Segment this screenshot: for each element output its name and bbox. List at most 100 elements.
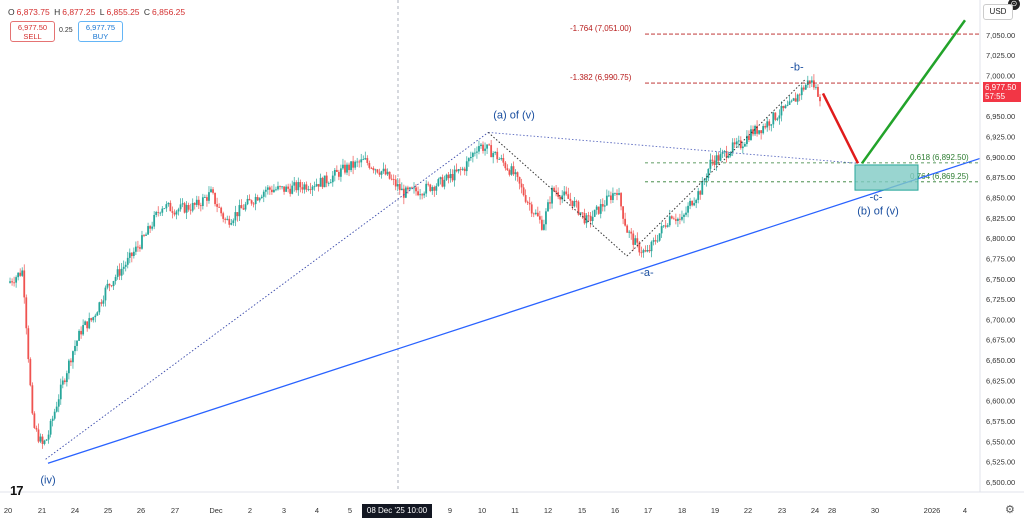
- candle-body: [431, 187, 434, 192]
- candle-body: [409, 187, 411, 190]
- candle-body: [813, 80, 815, 88]
- candle-body: [376, 169, 379, 173]
- ohlc-close: 6,856.25: [152, 7, 186, 17]
- candle-body: [524, 195, 527, 202]
- candle-body: [236, 212, 239, 217]
- candle-body: [398, 184, 401, 191]
- candle-body: [407, 187, 409, 190]
- ohlc-high-key: H: [54, 7, 61, 17]
- candle-body: [583, 213, 586, 224]
- candle-body: [313, 186, 316, 188]
- candle-body: [65, 373, 68, 383]
- time-tick-label: 23: [778, 506, 786, 515]
- candle-body: [709, 159, 712, 169]
- candle-body: [216, 204, 218, 207]
- candle-body: [748, 135, 750, 140]
- candle-body: [80, 330, 82, 335]
- candle-body: [689, 200, 691, 206]
- candle-body: [595, 206, 598, 210]
- candle-body: [362, 159, 365, 161]
- candle-body: [810, 80, 813, 83]
- candle-body: [386, 171, 389, 175]
- candle-body: [378, 172, 381, 175]
- candle-body: [756, 125, 758, 134]
- time-tick-label: 2: [248, 506, 252, 515]
- snapshot-icon[interactable]: ⊙: [1008, 0, 1020, 10]
- candle-body: [289, 188, 292, 194]
- candle-body: [380, 171, 383, 175]
- candle-body: [752, 129, 754, 135]
- candle-body: [120, 268, 123, 276]
- candle-body: [248, 198, 251, 201]
- candle-body: [96, 312, 99, 316]
- candle-body: [411, 187, 413, 189]
- buy-button[interactable]: 6,977.75 BUY: [78, 21, 123, 42]
- candle-body: [35, 427, 38, 430]
- candle-body: [344, 164, 346, 173]
- candle-body: [770, 124, 773, 126]
- candle-body: [327, 183, 330, 184]
- tradingview-logo[interactable]: 17: [10, 483, 24, 498]
- candle-body: [573, 201, 576, 207]
- candle-body: [707, 168, 710, 179]
- fib-level-label: 0.618 (6,892.50): [910, 153, 969, 162]
- candle-body: [754, 125, 756, 135]
- candle-body: [335, 169, 338, 172]
- time-tick-label: 11: [511, 506, 519, 515]
- candle-body: [323, 175, 326, 188]
- candle-body: [212, 189, 214, 193]
- target-zone-box: [854, 164, 919, 191]
- candle-body: [679, 218, 681, 220]
- candle-body: [532, 213, 535, 215]
- candle-body: [348, 164, 350, 171]
- candle-body: [307, 189, 310, 191]
- candle-body: [214, 192, 216, 205]
- candle-body: [153, 214, 156, 227]
- candle-body: [228, 218, 231, 225]
- candle-body: [84, 321, 87, 326]
- currency-selector[interactable]: USD: [983, 4, 1013, 20]
- sell-button[interactable]: 6,977.50 SELL: [10, 21, 55, 42]
- candle-body: [815, 86, 817, 88]
- time-tick-label: 4: [315, 506, 319, 515]
- time-tick-label: 27: [171, 506, 179, 515]
- candle-body: [786, 104, 789, 106]
- candle-body: [118, 269, 121, 276]
- candle-body: [260, 196, 263, 199]
- candle-body: [226, 218, 229, 220]
- candle-body: [620, 193, 622, 207]
- candle-body: [279, 186, 281, 187]
- candle-body: [429, 184, 432, 192]
- candle-body: [711, 159, 714, 161]
- candle-body: [750, 129, 752, 140]
- candle-body: [141, 235, 143, 249]
- candle-body: [208, 192, 210, 201]
- settings-gear-icon[interactable]: ⚙: [1005, 504, 1015, 516]
- candle-body: [45, 439, 48, 441]
- candle-body: [195, 199, 198, 205]
- time-tick-label: 17: [644, 506, 652, 515]
- candle-body: [482, 144, 484, 151]
- candle-body: [774, 112, 777, 120]
- candle-body: [273, 189, 275, 193]
- candle-body: [370, 167, 373, 169]
- candle-body: [516, 172, 519, 177]
- candle-body: [650, 241, 653, 252]
- candle-body: [469, 156, 472, 159]
- candle-body: [404, 187, 407, 198]
- candle-body: [189, 209, 192, 211]
- candle-body: [173, 212, 176, 215]
- candle-body: [461, 168, 464, 170]
- price-tick-label: 7,000.00: [986, 72, 1015, 81]
- candle-body: [681, 216, 683, 220]
- candle-body: [242, 208, 245, 210]
- candle-body: [354, 161, 357, 168]
- price-tick-label: 6,725.00: [986, 295, 1015, 304]
- candle-body: [193, 202, 196, 205]
- candle-body: [717, 155, 720, 161]
- candle-body: [317, 184, 320, 187]
- candle-body: [612, 193, 614, 201]
- candle-body: [488, 144, 491, 146]
- time-tick-label: 20: [4, 506, 12, 515]
